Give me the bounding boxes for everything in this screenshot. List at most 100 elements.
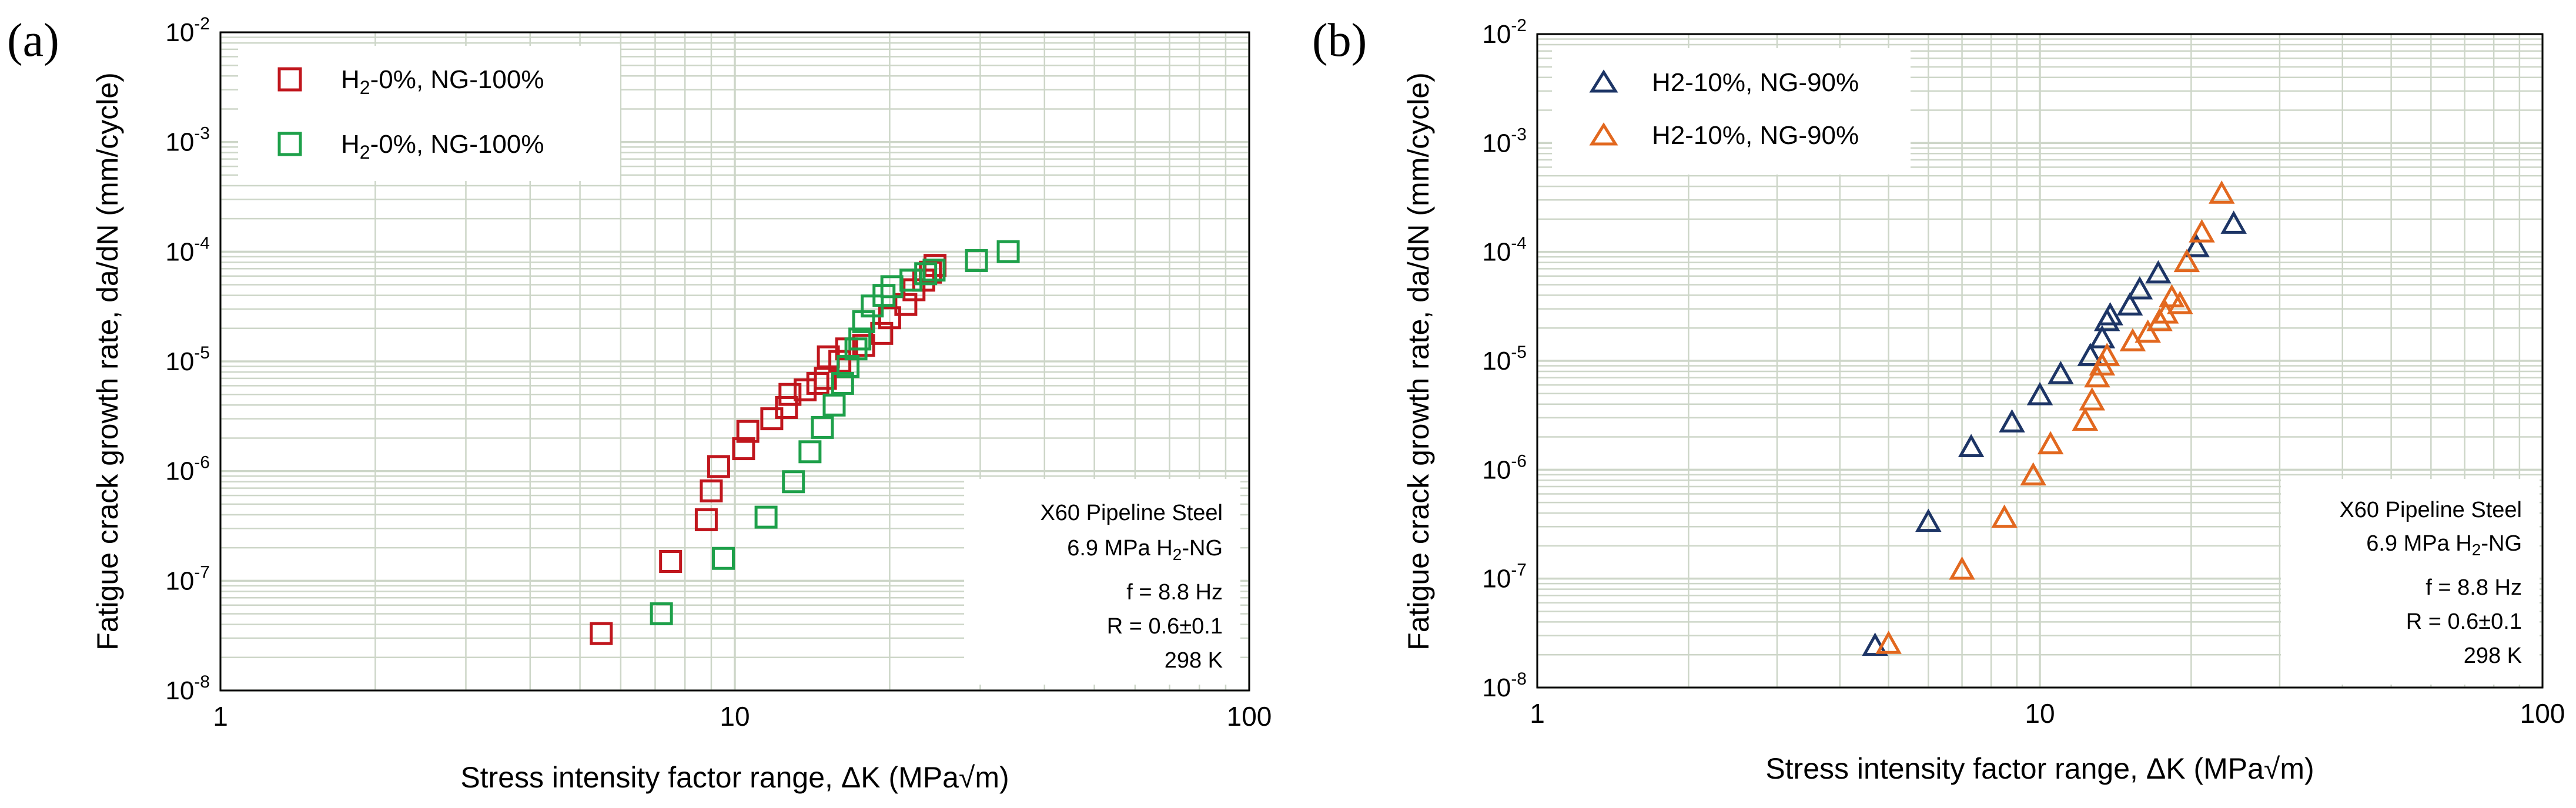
y-tick-label: 10-2 [1482, 16, 1527, 49]
y-tick-label: 10-6 [1482, 451, 1527, 484]
y-tick-label: 10-3 [1482, 125, 1527, 157]
y-axis-label-b: Fatigue crack growth rate, da/dN (mm/cyc… [1402, 72, 1435, 651]
plot-frame-b [1536, 33, 2544, 689]
data-point [2072, 407, 2099, 431]
data-point [712, 547, 735, 570]
legend-label-b-1: H2-10%, NG-90% [1652, 68, 1859, 97]
annotation-b-line5: 298 K [2464, 643, 2522, 668]
x-tick-label: 1 [213, 701, 228, 732]
series-b-2 [1875, 180, 2235, 654]
annotation-a-line4: R = 0.6±0.1 [1107, 614, 1223, 639]
series-a-1 [590, 254, 947, 645]
y-tick-label: 10-7 [1482, 561, 1527, 594]
data-point [2079, 387, 2106, 411]
data-point [828, 350, 852, 373]
data-point [2173, 249, 2200, 273]
plot-frame-a [219, 31, 1250, 692]
y-tick-label: 10-2 [165, 14, 210, 47]
legend-background-b [1552, 48, 1911, 175]
data-point [2167, 290, 2193, 314]
data-point [814, 367, 837, 390]
annotation-b: X60 Pipeline Steel 6.9 MPa H2-NG f = 8.8… [2281, 479, 2540, 685]
y-tick-label: 10-7 [165, 562, 210, 595]
data-point [1991, 504, 2018, 528]
data-point [700, 479, 723, 502]
legend-b: H2-10%, NG-90% H2-10%, NG-90% [1552, 48, 1911, 175]
legend-marker-b-2 [1589, 122, 1618, 146]
data-point [870, 321, 894, 345]
data-point [2145, 260, 2172, 284]
data-point [2026, 381, 2053, 405]
y-tick-label: 10-4 [165, 233, 210, 266]
data-point [894, 293, 918, 316]
legend-label-b-2: H2-10%, NG-90% [1652, 121, 1859, 150]
series-b-1 [1862, 210, 2247, 656]
data-point [798, 440, 822, 464]
data-point [2189, 219, 2215, 243]
panel-a: (a) 1 10 100 10-810-710-610-510-410-310-2 … [7, 14, 1272, 794]
data-point [1862, 632, 1888, 656]
annotation-background-a [964, 479, 1240, 685]
data-point [794, 378, 817, 401]
y-tick-label: 10-3 [165, 124, 210, 157]
data-point [694, 508, 718, 531]
data-point [2135, 319, 2161, 343]
data-point [2209, 180, 2235, 204]
annotation-b-line4: R = 0.6±0.1 [2406, 609, 2522, 634]
data-point [2146, 307, 2173, 331]
x-tick-label: 100 [1227, 701, 1272, 732]
annotation-a: X60 Pipeline Steel 6.9 MPa H2-NG f = 8.8… [964, 479, 1240, 685]
legend-a: H2-0%, NG-100% H2-0%, NG-100% [238, 46, 620, 181]
panel-label-a: (a) [7, 15, 59, 66]
data-point [2020, 462, 2046, 486]
data-point [707, 455, 730, 478]
data-point [1958, 434, 1985, 458]
y-tick-labels-a: 10-8 10-7 10-6 10-5 10-4 10-3 10-2 [165, 14, 210, 705]
data-point [782, 470, 805, 494]
data-point [2077, 343, 2104, 366]
y-tick-label: 10-5 [165, 343, 210, 376]
data-point [831, 371, 854, 395]
data-point [1915, 508, 1942, 532]
y-tick-label: 10-8 [165, 672, 210, 705]
data-point [2037, 431, 2064, 455]
x-tick-label: 1 [1530, 698, 1545, 729]
data-point [914, 262, 938, 286]
data-point [2126, 276, 2153, 300]
data-point [848, 327, 872, 351]
y-tick-label: 10-6 [165, 453, 210, 486]
data-point [775, 395, 798, 419]
data-point [590, 622, 613, 645]
x-tick-label: 10 [2025, 698, 2055, 729]
annotation-a-line1: X60 Pipeline Steel [1040, 501, 1223, 525]
series-a-2 [650, 240, 1020, 626]
data-point [852, 334, 875, 357]
legend-label-a-2: H2-0%, NG-100% [341, 130, 544, 163]
data-point [2048, 361, 2074, 384]
x-tick-label: 100 [2520, 698, 2565, 729]
data-point [811, 415, 834, 439]
data-point [837, 355, 860, 378]
y-tick-label: 10-4 [1482, 234, 1527, 267]
legend-marker-a-2 [277, 132, 302, 156]
data-point [922, 259, 946, 282]
y-axis-label-a: Fatigue crack growth rate, da/dN (mm/cyc… [91, 72, 124, 651]
data-point [822, 393, 846, 417]
annotation-b-line1: X60 Pipeline Steel [2339, 498, 2522, 522]
x-tick-labels-a: 1 10 100 [213, 701, 1272, 732]
data-point [965, 249, 988, 272]
data-point [778, 383, 802, 406]
data-point [2084, 364, 2110, 388]
annotation-b-line3: f = 8.8 Hz [2426, 575, 2522, 600]
data-point [1875, 631, 1902, 654]
annotation-a-line5: 298 K [1165, 648, 1223, 673]
legend-marker-a-1 [277, 67, 302, 92]
data-point [732, 437, 755, 461]
x-tick-labels-b: 1 10 100 [1530, 698, 2565, 729]
annotation-a-line2: 6.9 MPa H2-NG [1067, 536, 1223, 564]
x-tick-label: 10 [720, 701, 750, 732]
data-point [2220, 210, 2247, 234]
data-point [650, 602, 673, 626]
y-tick-labels-b: 10-8 10-7 10-6 10-5 10-4 10-3 10-2 [1482, 16, 1527, 702]
